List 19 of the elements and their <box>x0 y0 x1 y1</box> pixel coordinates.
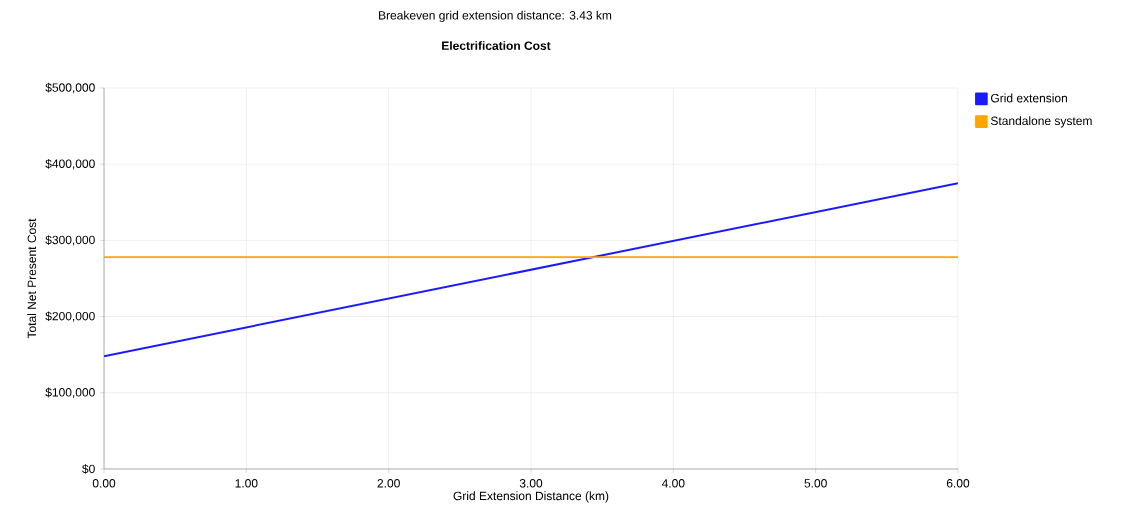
x-tick-label: 6.00 <box>946 479 970 488</box>
chart-title: Electrification Cost <box>442 41 551 50</box>
y-tick-label: $100,000 <box>45 387 95 398</box>
legend-label: Standalone system <box>990 116 1092 128</box>
y-tick-label: $300,000 <box>45 235 95 246</box>
x-tick-label: 1.00 <box>235 479 258 488</box>
x-tick-label: 0.00 <box>92 479 116 488</box>
x-axis-title: Grid Extension Distance (km) <box>453 491 609 503</box>
y-tick-label: $400,000 <box>45 158 95 170</box>
x-tick-label: 3.00 <box>519 479 543 488</box>
y-tick-label: $500,000 <box>45 82 95 94</box>
x-tick-label: 2.00 <box>377 479 400 488</box>
legend-label: Grid extension <box>991 93 1067 103</box>
y-axis-title: Total Net Present Cost <box>27 218 37 339</box>
x-tick-label: 4.00 <box>661 479 685 488</box>
y-tick-label: $0 <box>82 464 95 474</box>
x-tick-label: 5.00 <box>804 479 827 488</box>
chart-subtitle: Breakeven grid extension distance: 3.43 km <box>379 10 612 22</box>
y-tick-label: $200,000 <box>45 311 95 322</box>
